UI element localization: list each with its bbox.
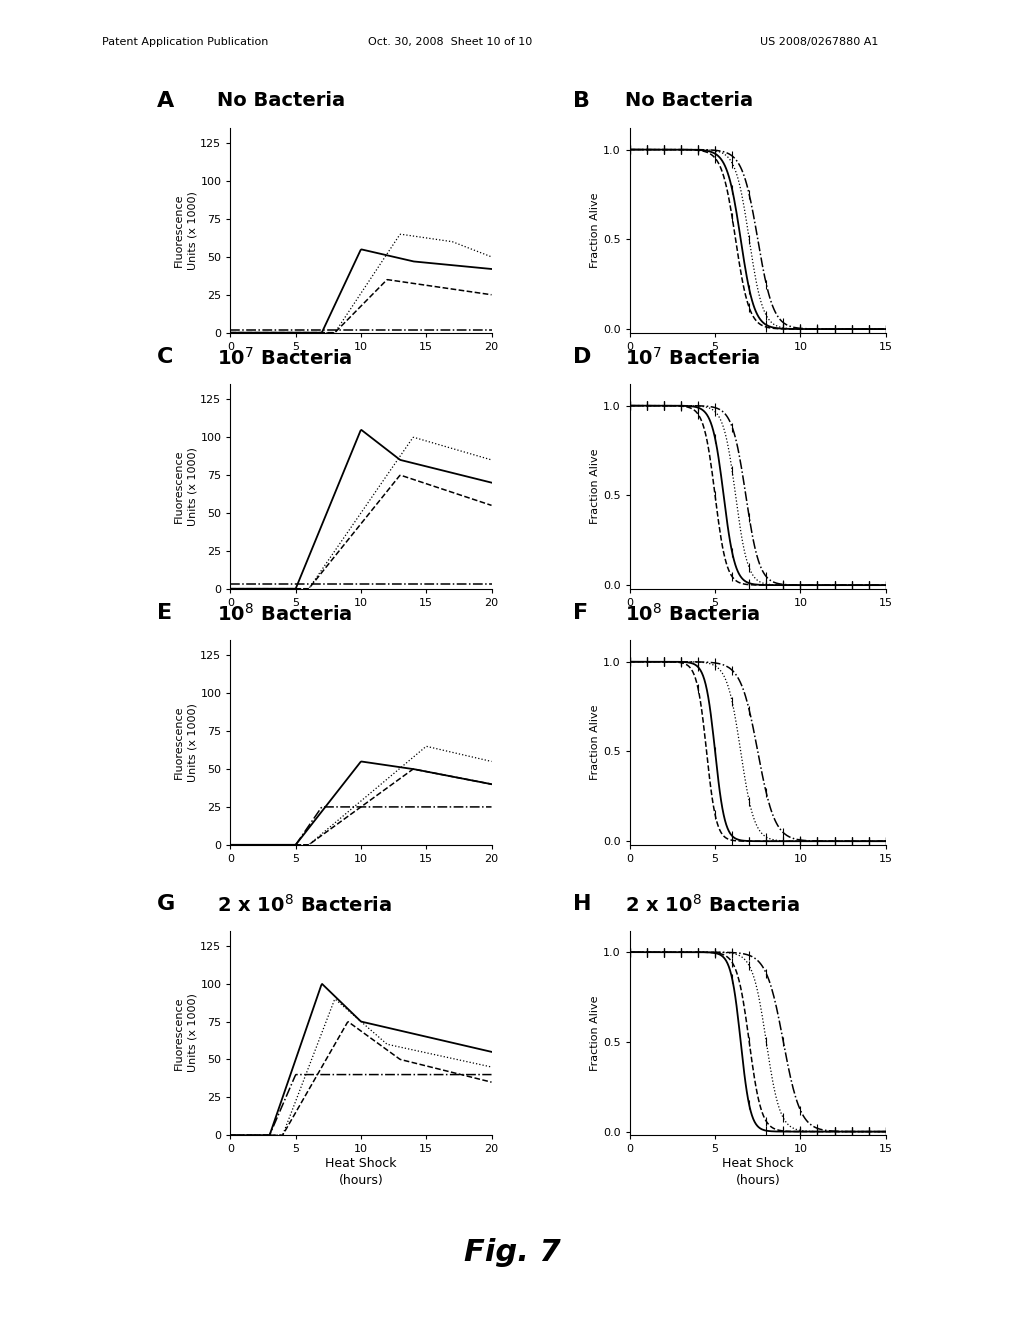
X-axis label: Heat Shock
(hours): Heat Shock (hours) [722,1158,794,1187]
Y-axis label: Fraction Alive: Fraction Alive [590,193,600,268]
X-axis label: Heat Shock
(hours): Heat Shock (hours) [326,1158,396,1187]
Y-axis label: Fraction Alive: Fraction Alive [590,995,600,1071]
Y-axis label: Fluorescence
Units (x 1000): Fluorescence Units (x 1000) [174,191,198,269]
Text: E: E [158,603,172,623]
Text: US 2008/0267880 A1: US 2008/0267880 A1 [760,37,879,48]
Text: 2 x 10$^8$ Bacteria: 2 x 10$^8$ Bacteria [625,894,800,916]
Text: 2 x 10$^8$ Bacteria: 2 x 10$^8$ Bacteria [217,894,392,916]
Text: Fig. 7: Fig. 7 [464,1238,560,1267]
Text: 10$^8$ Bacteria: 10$^8$ Bacteria [217,603,352,626]
Text: No Bacteria: No Bacteria [625,91,753,110]
Y-axis label: Fraction Alive: Fraction Alive [590,705,600,780]
Text: 10$^7$ Bacteria: 10$^7$ Bacteria [217,347,352,370]
Y-axis label: Fluorescence
Units (x 1000): Fluorescence Units (x 1000) [174,994,198,1072]
Text: G: G [158,894,175,913]
Text: 10$^7$ Bacteria: 10$^7$ Bacteria [625,347,760,370]
Text: B: B [573,91,591,111]
Text: D: D [573,347,592,367]
Text: Oct. 30, 2008  Sheet 10 of 10: Oct. 30, 2008 Sheet 10 of 10 [369,37,532,48]
Text: C: C [158,347,174,367]
Text: H: H [573,894,592,913]
Text: F: F [573,603,589,623]
Text: No Bacteria: No Bacteria [217,91,345,110]
Y-axis label: Fraction Alive: Fraction Alive [590,449,600,524]
Text: 10$^8$ Bacteria: 10$^8$ Bacteria [625,603,760,626]
Y-axis label: Fluorescence
Units (x 1000): Fluorescence Units (x 1000) [174,704,198,781]
Text: A: A [158,91,174,111]
Text: Patent Application Publication: Patent Application Publication [102,37,268,48]
Y-axis label: Fluorescence
Units (x 1000): Fluorescence Units (x 1000) [174,447,198,525]
